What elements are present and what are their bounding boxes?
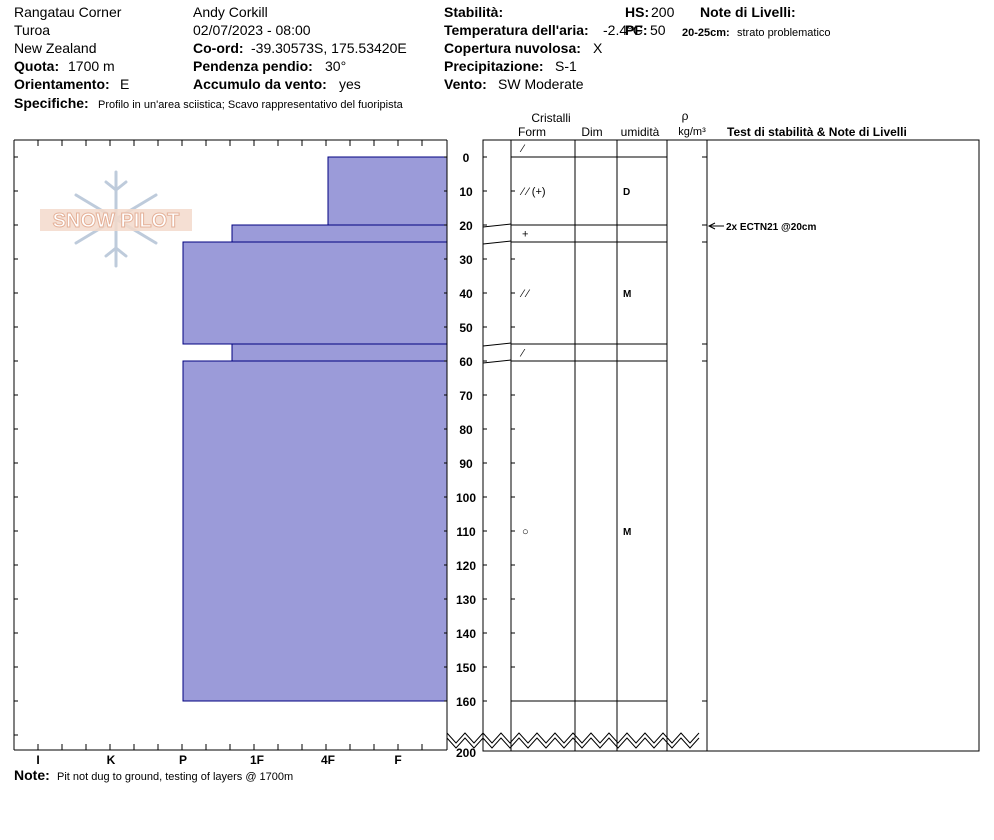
crystals-header: Cristalli	[531, 111, 570, 125]
hardness-bars	[182, 156, 448, 702]
cloud-value: X	[593, 40, 603, 56]
depth-tick-label: 120	[456, 559, 476, 573]
boundary-connector-4	[482, 359, 512, 364]
depth-tick-label: 60	[459, 355, 473, 369]
specifics-value: Profilo in un'area sciistica; Scavo rapp…	[98, 99, 403, 111]
logo-text: SNOW PILOT	[53, 210, 180, 232]
aspect-value: E	[120, 76, 130, 92]
crystal-form-top: ⁄	[519, 143, 526, 155]
hardness-label-K: K	[107, 753, 116, 767]
hardness-label-P: P	[179, 753, 187, 767]
layer-note-text: strato problematico	[737, 27, 831, 39]
form-header: Form	[518, 125, 546, 139]
boundary-connector-1	[482, 223, 512, 228]
moisture-0: D	[623, 187, 630, 198]
location-line2: Turoa	[14, 22, 51, 38]
stability-label: Stabilità:	[444, 4, 504, 20]
boundary-connector-3	[482, 342, 512, 347]
depth-tick-label: 110	[456, 525, 476, 539]
footer-note-text: Pit not dug to ground, testing of layers…	[57, 771, 294, 783]
location-line3: New Zealand	[14, 40, 97, 56]
depth-tick-label: 140	[456, 627, 476, 641]
wind-label: Vento:	[444, 76, 487, 92]
observer-name: Andy Corkill	[193, 4, 268, 20]
pf-value: 50	[650, 22, 666, 38]
depth-tick-label: 130	[456, 593, 476, 607]
hs-value: 200	[651, 4, 675, 20]
depth-tick-label: 40	[459, 287, 473, 301]
crystal-form-1: +	[522, 229, 528, 241]
depth-tick-label: 160	[456, 695, 476, 709]
depth-tick-label: 20	[459, 219, 473, 233]
hardness-bar-0	[327, 156, 448, 226]
crystal-form-4: ○	[522, 526, 529, 538]
table-frame	[482, 139, 980, 752]
moisture-header: umidità	[621, 125, 660, 139]
air-temp-value: -2.4°C	[603, 22, 643, 38]
hardness-bar-1	[231, 224, 448, 243]
stability-test-0: 2x ECTN21 @20cm	[726, 222, 816, 233]
depth-axis-labels: 0 10 20 30 40 50 60 70 80 90 100 110 120 130 140 150 160…	[444, 151, 476, 760]
density-unit: kg/m³	[678, 126, 706, 138]
break-zigzag-a	[446, 732, 700, 744]
break-zigzag-b	[446, 737, 700, 749]
wind-loading-value: yes	[339, 76, 361, 92]
precip-value: S-1	[555, 58, 577, 74]
depth-tick-label: 90	[459, 457, 473, 471]
hardness-label-4F: 4F	[321, 753, 335, 767]
slope-label: Pendenza pendio:	[193, 58, 313, 74]
depth-tick-label: 100	[456, 491, 476, 505]
hardness-label-1F: 1F	[250, 753, 264, 767]
depth-tick-label: 10	[459, 185, 473, 199]
precip-label: Precipitazione:	[444, 58, 544, 74]
location-line1: Rangatau Corner	[14, 4, 122, 20]
hardness-label-I: I	[36, 753, 39, 767]
layer-note-range: 20-25cm:	[682, 27, 730, 39]
hardness-axis: I K P 1F 4F F	[13, 139, 448, 767]
depth-tick-label: 80	[459, 423, 473, 437]
depth-tick-label: 150	[456, 661, 476, 675]
coord-label: Co-ord:	[193, 40, 244, 56]
specifics-label: Specifiche:	[14, 95, 89, 111]
pf-label: PF:	[625, 22, 648, 38]
depth-tick-label: 200	[456, 746, 476, 760]
hs-label: HS:	[625, 4, 650, 20]
tests-notes-header: Test di stabilità & Note di Livelli	[727, 125, 907, 139]
crystal-form-0: ⁄ ⁄ (+)	[519, 186, 546, 198]
moisture-2: M	[623, 289, 631, 300]
moisture-4: M	[623, 527, 631, 538]
slope-value: 30°	[325, 58, 347, 74]
snowpilot-logo: SNOW PILOT	[40, 170, 192, 268]
hardness-label-F: F	[394, 753, 401, 767]
layer-notes-label: Note di Livelli:	[700, 4, 796, 20]
crystal-form-3: ⁄	[519, 348, 526, 360]
hardness-bar-4	[182, 360, 448, 702]
air-temp-label: Temperatura dell'aria:	[444, 22, 589, 38]
crystal-form-2: ⁄ ⁄	[519, 288, 531, 300]
test-arrow-0	[707, 222, 716, 230]
wind-value: SW Moderate	[498, 76, 584, 92]
crystal-table: Cristalli Form Dim umidità ρ kg/m³ Test …	[446, 109, 980, 752]
elevation-value: 1700 m	[68, 58, 115, 74]
footer-note-label: Note:	[14, 767, 50, 783]
depth-tick-label: 70	[459, 389, 473, 403]
hardness-bar-3	[231, 343, 448, 362]
observation-datetime: 02/07/2023 - 08:00	[193, 22, 311, 38]
boundary-connector-2	[482, 240, 512, 245]
depth-tick-label: 0	[463, 151, 470, 165]
wind-loading-label: Accumulo da vento:	[193, 76, 327, 92]
hardness-bar-2	[182, 241, 448, 345]
aspect-label: Orientamento:	[14, 76, 110, 92]
density-symbol: ρ	[682, 109, 689, 123]
coord-value: -39.30573S, 175.53420E	[251, 40, 407, 56]
depth-tick-label: 30	[459, 253, 473, 267]
elevation-label: Quota:	[14, 58, 60, 74]
cloud-label: Copertura nuvolosa:	[444, 40, 581, 56]
size-header: Dim	[581, 125, 602, 139]
depth-tick-label: 50	[459, 321, 473, 335]
